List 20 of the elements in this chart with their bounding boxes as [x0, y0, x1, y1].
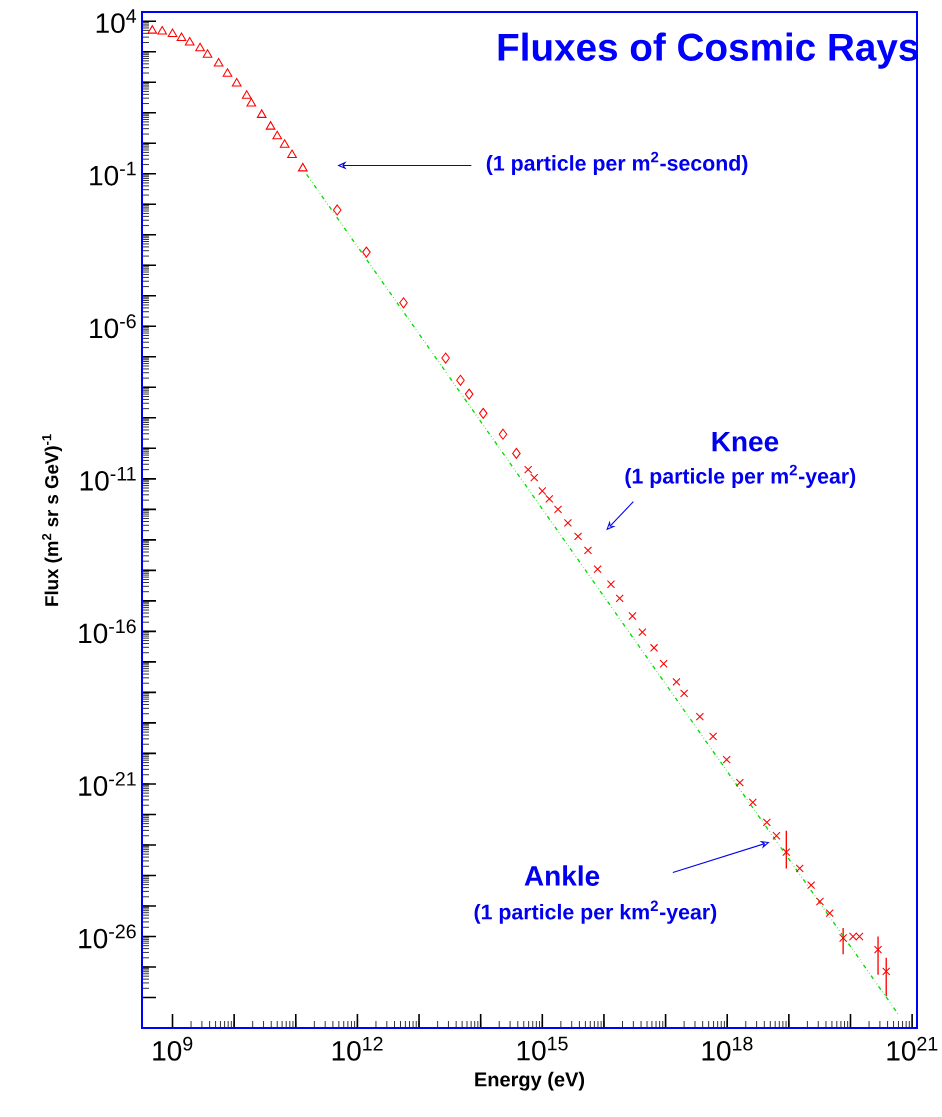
- y-tick-label: 10$^{-11}$: [80, 466, 136, 491]
- x-tick-label: 10$^{12}$: [332, 1036, 383, 1061]
- chart-title: Fluxes of Cosmic Rays: [498, 32, 918, 69]
- annotation: Knee: [712, 432, 779, 452]
- y-tick-label: 10$^{-16}$: [79, 619, 136, 644]
- x-tick-label: 10$^{21}$: [887, 1036, 938, 1061]
- y-tick-label: 10$^{-26}$: [79, 924, 136, 949]
- x-tick-label: 10$^{9}$: [153, 1036, 193, 1061]
- annotation: (1 particle per km$^{2}$-year): [474, 900, 717, 924]
- annotation: (1 particle per m$^{2}$-year): [625, 464, 856, 488]
- y-tick-label: 10$^{-21}$: [79, 771, 136, 796]
- y-axis-title: Flux (m$^{2}$ sr s GeV)$^{-1}$: [42, 434, 62, 606]
- y-tick-label: 10$^{-1}$: [90, 161, 136, 186]
- annotation: (1 particle per m$^{2}$-second): [486, 151, 748, 176]
- x-tick-label: 10$^{15}$: [517, 1036, 568, 1061]
- x-tick-label: 10$^{18}$: [702, 1036, 753, 1061]
- x-axis-title: Energy (eV): [475, 1071, 585, 1091]
- y-tick-label: 10$^{4}$: [96, 9, 137, 34]
- y-tick-label: 10$^{-6}$: [90, 314, 136, 339]
- annotation: Ankle: [524, 865, 600, 886]
